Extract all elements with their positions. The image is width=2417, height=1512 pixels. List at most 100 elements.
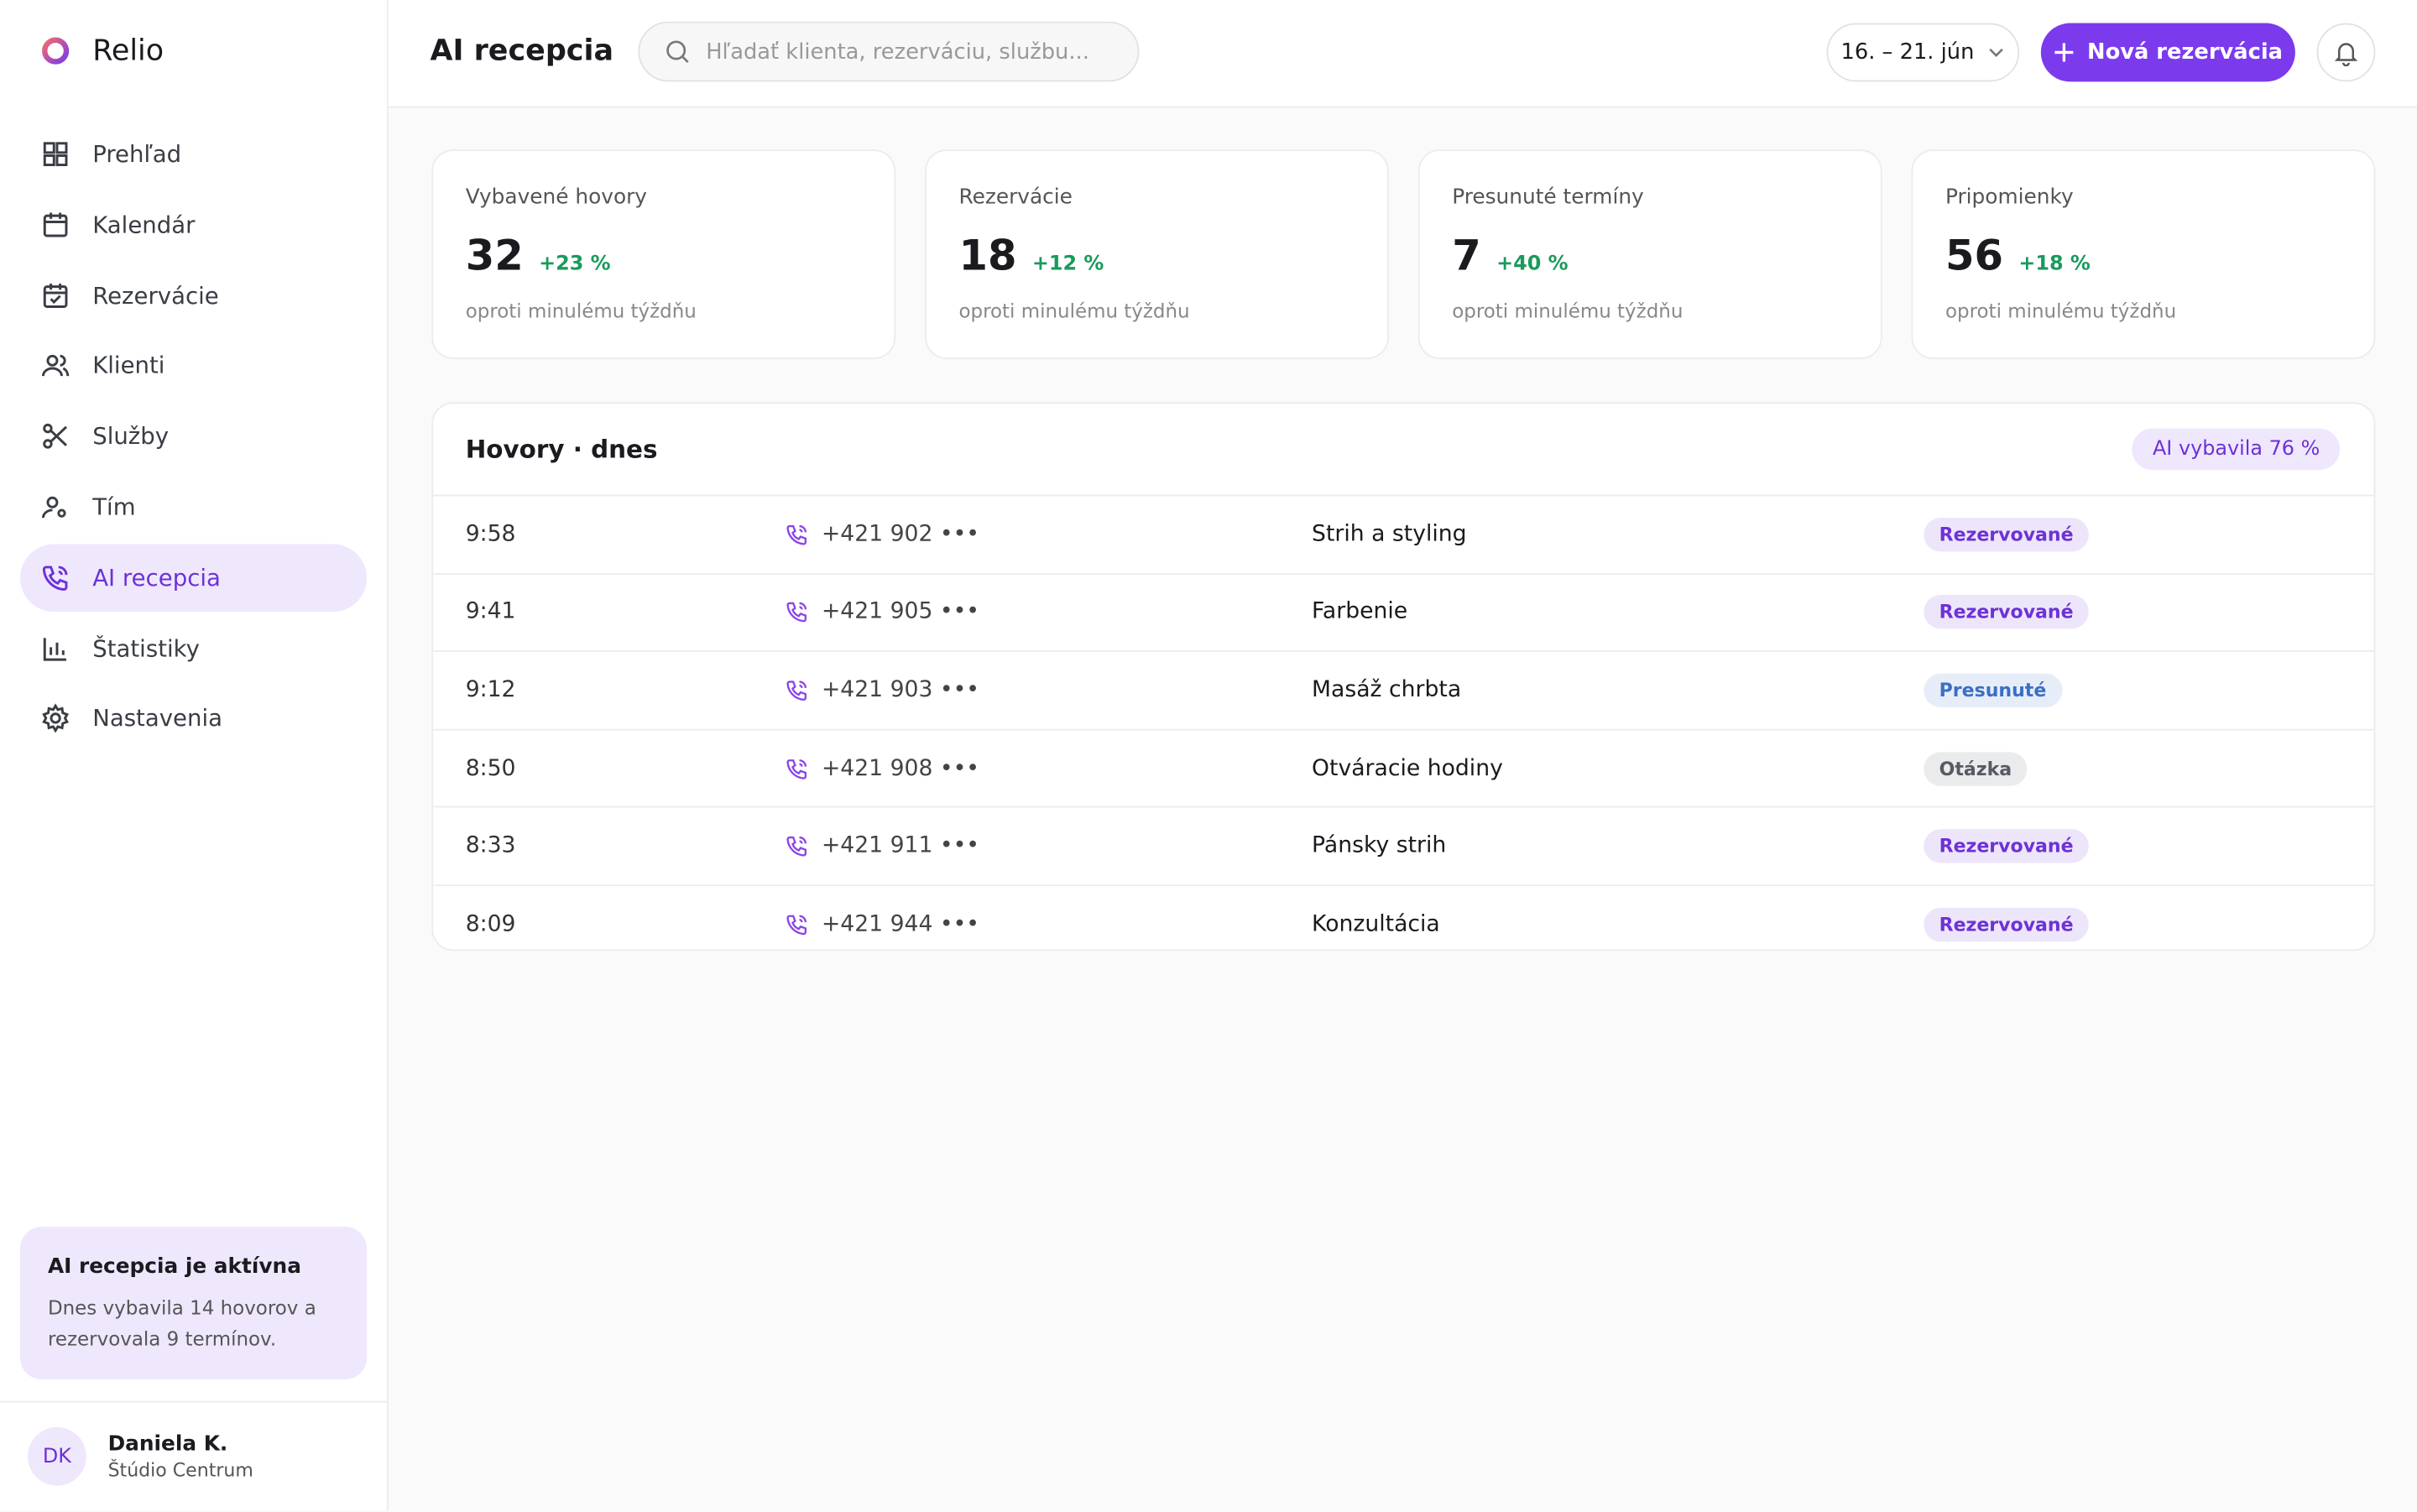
stat-card: Vybavené hovory 32 +23 % oproti minulému tý…: [431, 149, 896, 359]
chevron: [1988, 48, 2003, 57]
call-phone: +421 908 •••: [785, 756, 979, 780]
status-badge: Rezervované: [1924, 907, 2089, 941]
nav-item[interactable]: AI recepcia: [19, 543, 368, 612]
nav-item[interactable]: Služby: [20, 403, 367, 471]
call-time: 9:12: [465, 678, 516, 703]
nav-label: Služby: [92, 422, 170, 451]
stat-note: oproti minulému týždňu: [1945, 299, 2177, 322]
avatar: DK: [28, 1426, 86, 1486]
phone-number: +421 902 •••: [821, 522, 980, 547]
date-range-text: 16. – 21. jún: [1840, 39, 1975, 65]
stat-label: Rezervácie: [958, 185, 1073, 210]
nav-icon: [43, 637, 66, 660]
phone-number: +421 911 •••: [821, 833, 980, 859]
phone-icon: [786, 524, 807, 545]
logo: [42, 37, 70, 65]
search[interactable]: Hľadať klienta, rezerváciu, službu...: [638, 21, 1140, 82]
stat-value: 18: [958, 232, 1017, 281]
phone-icon: [786, 837, 807, 857]
call-service: Farbenie: [1312, 600, 1408, 625]
phone-number: +421 944 •••: [821, 911, 980, 937]
stat-card: Rezervácie 18 +12 % oproti minulému týždňu: [925, 149, 1389, 359]
status-badge: Presunuté: [1924, 673, 2062, 708]
nav-label: Nastavenia: [92, 705, 223, 733]
stat-value: 7: [1452, 232, 1481, 281]
call-service: Masáž chrbta: [1312, 678, 1462, 703]
status-badge: Rezervované: [1924, 829, 2089, 863]
status-badge: Rezervované: [1924, 517, 2089, 552]
stat-value-row: 18 +12 %: [958, 232, 1104, 280]
search-icon: [666, 40, 689, 63]
stat-label: Vybavené hovory: [465, 185, 647, 210]
call-row[interactable]: 9:41 +421 905 ••• Farbenie Rezervované: [433, 572, 2374, 651]
new-booking-button[interactable]: Nová rezervácia: [2040, 23, 2295, 82]
nav-icon: [43, 283, 68, 308]
stat-change: +18 %: [2018, 253, 2091, 276]
sidebar: Relio Prehľad Kalendár Rezervácie Klienti Sl…: [0, 0, 389, 1512]
header: AI recepcia Hľadať klienta, rezerváciu, …: [388, 0, 2417, 108]
nav-icon: [42, 566, 68, 591]
call-row[interactable]: 8:33 +421 911 ••• Pánsky strih Rezervované: [433, 806, 2374, 884]
phone-icon: [786, 759, 807, 779]
nav-item[interactable]: Klienti: [20, 332, 367, 400]
nav-icon: [43, 424, 67, 450]
nav-label: Prehľad: [92, 140, 182, 169]
phone-number: +421 903 •••: [821, 678, 980, 703]
new-booking-text: Nová rezervácia: [2087, 39, 2284, 65]
stat-value-row: 32 +23 %: [466, 232, 611, 280]
nav-item[interactable]: Tím: [20, 473, 367, 541]
status-badge: Rezervované: [1924, 595, 2089, 630]
phone-number: +421 908 •••: [821, 756, 980, 781]
nav-icon: [41, 496, 66, 519]
date-range[interactable]: 16. – 21. jún: [1826, 23, 2020, 82]
call-phone: +421 944 •••: [785, 912, 979, 936]
phone-icon: [786, 680, 807, 701]
call-time: 9:58: [465, 522, 516, 547]
calls-panel: Hovory · dnes AI vybavila 76 % 9:58 +421 …: [431, 402, 2376, 952]
user[interactable]: DK Daniela K. Štúdio Centrum: [0, 1400, 388, 1512]
stats: Vybavené hovory 32 +23 % oproti minulému tý…: [431, 149, 2376, 359]
call-row[interactable]: 8:50 +421 908 ••• Otváracie hodiny Otázka: [433, 728, 2374, 806]
nav-item[interactable]: Štatistiky: [20, 614, 367, 682]
brand[interactable]: Relio: [40, 34, 164, 68]
nav-item[interactable]: Prehľad: [20, 120, 367, 188]
call-phone: +421 903 •••: [785, 678, 980, 703]
stat-label: Pripomienky: [1945, 185, 2074, 210]
calls-badge: AI vybavila 76 %: [2132, 428, 2341, 471]
call-time: 9:41: [465, 600, 516, 625]
bell-icon: [2334, 43, 2358, 66]
stat-change: +40 %: [1496, 253, 1569, 276]
stat-value-row: 56 +18 %: [1945, 232, 2091, 280]
nav-item[interactable]: Rezervácie: [20, 261, 367, 329]
plus-icon: [2054, 43, 2074, 62]
nav-item[interactable]: Kalendár: [20, 190, 367, 258]
call-row[interactable]: 9:58 +421 902 ••• Strih a styling Rezervova…: [433, 494, 2374, 573]
call-service: Pánsky strih: [1312, 833, 1447, 859]
nav-label: Klienti: [92, 352, 165, 380]
call-phone: +421 902 •••: [785, 522, 980, 547]
search-placeholder: Hľadať klienta, rezerváciu, službu...: [706, 39, 1089, 65]
nav-label: Kalendár: [92, 211, 196, 239]
call-row[interactable]: 8:09 +421 944 ••• Konzultácia Rezervované: [433, 884, 2374, 949]
nav-label: AI recepcia: [92, 563, 221, 592]
nav-item[interactable]: Nastavenia: [20, 685, 367, 753]
stat-note: oproti minulému týždňu: [465, 299, 697, 322]
nav-label: Rezervácie: [92, 281, 219, 310]
stat-card: Pripomienky 56 +18 % oproti minulému týždňu: [1911, 149, 2376, 359]
call-time: 8:09: [465, 911, 516, 937]
call-service: Konzultácia: [1312, 911, 1440, 937]
call-service: Otváracie hodiny: [1312, 756, 1503, 781]
call-row[interactable]: 9:12 +421 903 ••• Masáž chrbta Presunuté: [433, 650, 2374, 728]
phone-icon: [786, 915, 807, 935]
nav-label: Štatistiky: [92, 633, 200, 663]
nav-icon: [41, 355, 70, 378]
notifications[interactable]: [2316, 23, 2376, 82]
nav-icon: [43, 142, 68, 167]
promo-card: AI recepcia je aktívna Dnes vybavila 14 …: [19, 1227, 368, 1379]
call-time: 8:33: [465, 833, 516, 859]
phone-number: +421 905 •••: [821, 600, 980, 625]
stat-card: Presunuté termíny 7 +40 % oproti minulému t…: [1417, 149, 1882, 359]
promo-title: AI recepcia je aktívna: [47, 1254, 301, 1280]
user-name: Daniela K.: [107, 1431, 228, 1457]
user-org: Štúdio Centrum: [107, 1459, 253, 1482]
